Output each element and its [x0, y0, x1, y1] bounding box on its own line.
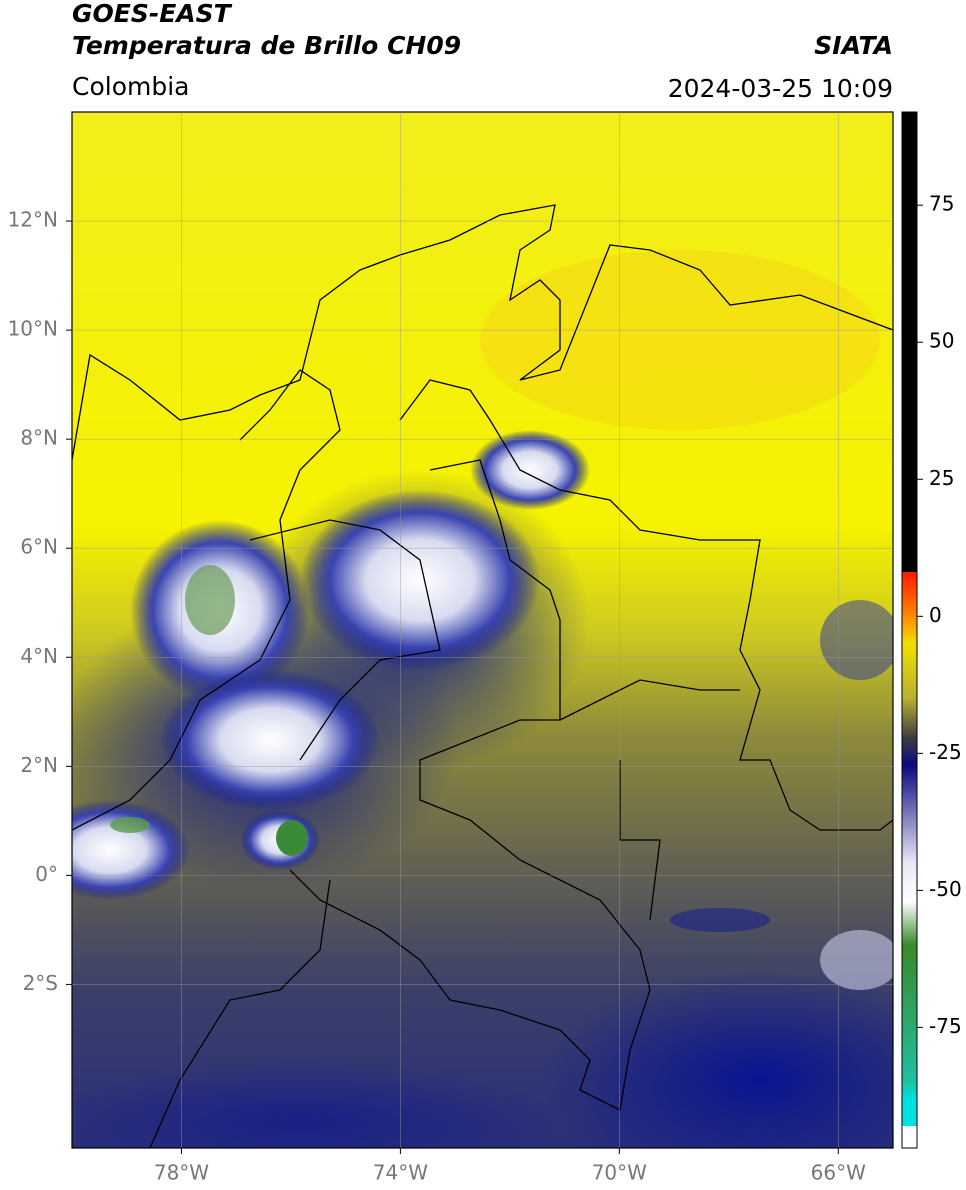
- colorbar-tick-label: 0: [929, 603, 942, 627]
- x-tick-label: 70°W: [592, 1161, 647, 1185]
- subtitle: Temperatura de Brillo CH09: [72, 31, 461, 60]
- y-tick-label: 2°N: [20, 753, 58, 777]
- y-tick-label: 4°N: [20, 644, 58, 668]
- y-tick-label: 2°S: [23, 971, 58, 995]
- colorbar-tick-label: -50: [929, 877, 962, 901]
- x-tick-label: 74°W: [373, 1161, 428, 1185]
- x-tick-label: 78°W: [154, 1161, 209, 1185]
- satellite-image: [72, 112, 893, 1148]
- y-tick-label: 12°N: [8, 208, 58, 232]
- colorbar-tick-label: -75: [929, 1014, 962, 1038]
- source: SIATA: [814, 31, 893, 60]
- colorbar-tick-label: 50: [929, 329, 954, 353]
- colorbar-tick-label: 25: [929, 466, 954, 490]
- colorbar-tick-label: -25: [929, 740, 962, 764]
- title: GOES-EAST: [72, 0, 233, 28]
- y-tick-label: 0°: [35, 862, 58, 886]
- y-tick-label: 10°N: [8, 317, 58, 341]
- datetime: 2024-03-25 10:09: [668, 74, 893, 103]
- colorbar-tick-label: 75: [929, 192, 954, 216]
- y-tick-label: 8°N: [20, 426, 58, 450]
- x-tick-label: 66°W: [811, 1161, 866, 1185]
- region: Colombia: [72, 72, 189, 101]
- map-frame: [71, 111, 894, 1149]
- colorbar: [901, 111, 918, 1149]
- y-tick-label: 6°N: [20, 535, 58, 559]
